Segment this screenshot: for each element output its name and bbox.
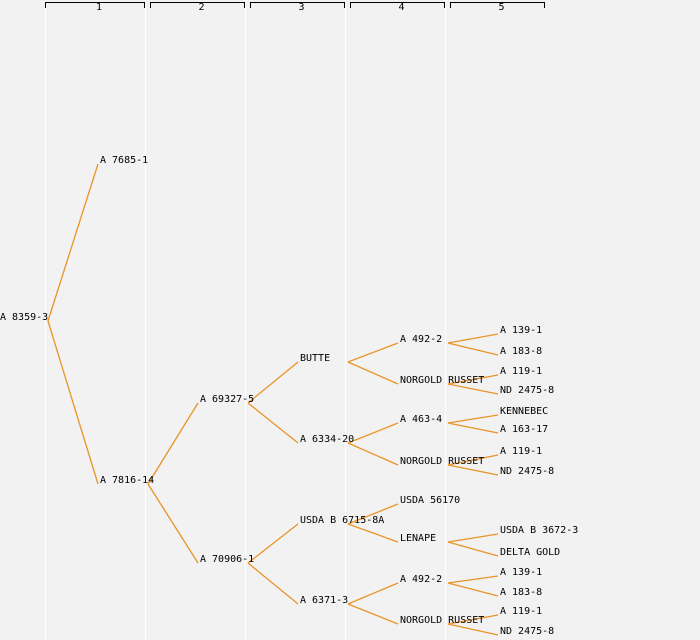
pedigree-node-a119-1b: A 119-1 [500, 446, 543, 457]
generation-label: 5 [498, 2, 505, 13]
edge-usdab6715-8a-to-lenape [347, 523, 399, 543]
pedigree-node-a6371-3: A 6371-3 [300, 595, 349, 606]
edge-a492-2a-to-a139-1a [447, 333, 499, 344]
edge-norgold3-to-a119-1c [447, 614, 499, 625]
generation-gridline [245, 0, 246, 640]
edge-butte-to-norgold1 [347, 361, 399, 385]
pedigree-node-a119-1c: A 119-1 [500, 606, 543, 617]
pedigree-node-norgold3: NORGOLD RUSSET [400, 615, 485, 626]
pedigree-node-lenape: LENAPE [400, 533, 437, 544]
edge-lenape-to-usdab3672-3 [447, 533, 499, 543]
edge-norgold3-to-nd2475-8c [447, 623, 499, 636]
edge-a6334-20-to-a463-4 [347, 422, 399, 444]
generation-label: 2 [198, 2, 205, 13]
pedigree-node-a492-2b: A 492-2 [400, 574, 443, 585]
edge-a492-2a-to-a183-8a [447, 342, 499, 356]
generation-bracket [45, 2, 145, 8]
generation-gridline [45, 0, 46, 640]
edge-butte-to-a492-2a [347, 342, 399, 363]
edge-norgold1-to-a119-1a [447, 374, 499, 385]
edge-a463-4-to-a163-17 [447, 422, 499, 434]
edge-a70906-1-to-usdab6715-8a [247, 523, 299, 564]
edge-a6371-3-to-norgold3 [347, 603, 399, 625]
edge-a8359-3-to-a7685-1 [47, 163, 99, 322]
pedigree-node-a7685-1: A 7685-1 [100, 155, 149, 166]
pedigree-node-a183-8a: A 183-8 [500, 346, 543, 357]
generation-gridline [345, 0, 346, 640]
pedigree-node-a70906-1: A 70906-1 [200, 554, 255, 565]
generation-gridline [145, 0, 146, 640]
edge-norgold1-to-nd2475-8a [447, 383, 499, 395]
pedigree-node-kennebec: KENNEBEC [500, 406, 549, 417]
pedigree-node-usdab3672-3: USDA B 3672-3 [500, 525, 579, 536]
generation-bracket [150, 2, 245, 8]
generation-bracket [450, 2, 545, 8]
generation-label: 1 [95, 2, 103, 13]
pedigree-node-a69327-5: A 69327-5 [200, 394, 255, 405]
edge-a492-2b-to-a139-1b [447, 575, 499, 584]
edge-norgold2-to-nd2475-8b [447, 464, 499, 476]
generation-label: 3 [298, 2, 305, 13]
edge-usdab6715-8a-to-usda56170 [347, 503, 399, 525]
edge-a492-2b-to-a183-8b [447, 582, 499, 597]
edge-a6334-20-to-norgold2 [347, 442, 399, 466]
pedigree-node-nd2475-8c: ND 2475-8 [500, 626, 555, 637]
edge-a7816-14-to-a70906-1 [147, 483, 199, 564]
pedigree-node-a6334-20: A 6334-20 [300, 434, 355, 445]
edge-a7816-14-to-a69327-5 [147, 402, 199, 485]
pedigree-node-nd2475-8a: ND 2475-8 [500, 385, 555, 396]
edge-a6371-3-to-a492-2b [347, 582, 399, 605]
edge-lenape-to-deltagold [447, 541, 499, 557]
edge-a8359-3-to-a7816-14 [47, 320, 99, 485]
pedigree-node-nd2475-8b: ND 2475-8 [500, 466, 555, 477]
pedigree-node-deltagold: DELTA GOLD [500, 547, 561, 558]
pedigree-node-usda56170: USDA 56170 [400, 495, 461, 506]
pedigree-node-usdab6715-8a: USDA B 6715-8A [300, 515, 385, 526]
generation-label: 4 [398, 2, 405, 13]
edge-a70906-1-to-a6371-3 [247, 562, 299, 605]
generation-bracket [350, 2, 445, 8]
pedigree-node-a7816-14: A 7816-14 [100, 475, 155, 486]
edge-a69327-5-to-butte [247, 361, 299, 404]
edge-a69327-5-to-a6334-20 [247, 402, 299, 444]
generation-bracket [250, 2, 345, 8]
pedigree-node-butte: BUTTE [300, 353, 331, 364]
pedigree-node-a183-8b: A 183-8 [500, 587, 543, 598]
pedigree-node-a139-1a: A 139-1 [500, 325, 543, 336]
pedigree-node-a463-4: A 463-4 [400, 414, 443, 425]
pedigree-node-a119-1a: A 119-1 [500, 366, 543, 377]
pedigree-node-a8359-3: A 8359-3 [0, 312, 49, 323]
pedigree-node-a163-17: A 163-17 [500, 424, 549, 435]
pedigree-node-norgold1: NORGOLD RUSSET [400, 375, 485, 386]
edge-norgold2-to-a119-1b [447, 454, 499, 466]
generation-gridline [445, 0, 446, 640]
pedigree-node-norgold2: NORGOLD RUSSET [400, 456, 485, 467]
edge-a463-4-to-kennebec [447, 414, 499, 424]
pedigree-node-a139-1b: A 139-1 [500, 567, 543, 578]
pedigree-node-a492-2a: A 492-2 [400, 334, 443, 345]
